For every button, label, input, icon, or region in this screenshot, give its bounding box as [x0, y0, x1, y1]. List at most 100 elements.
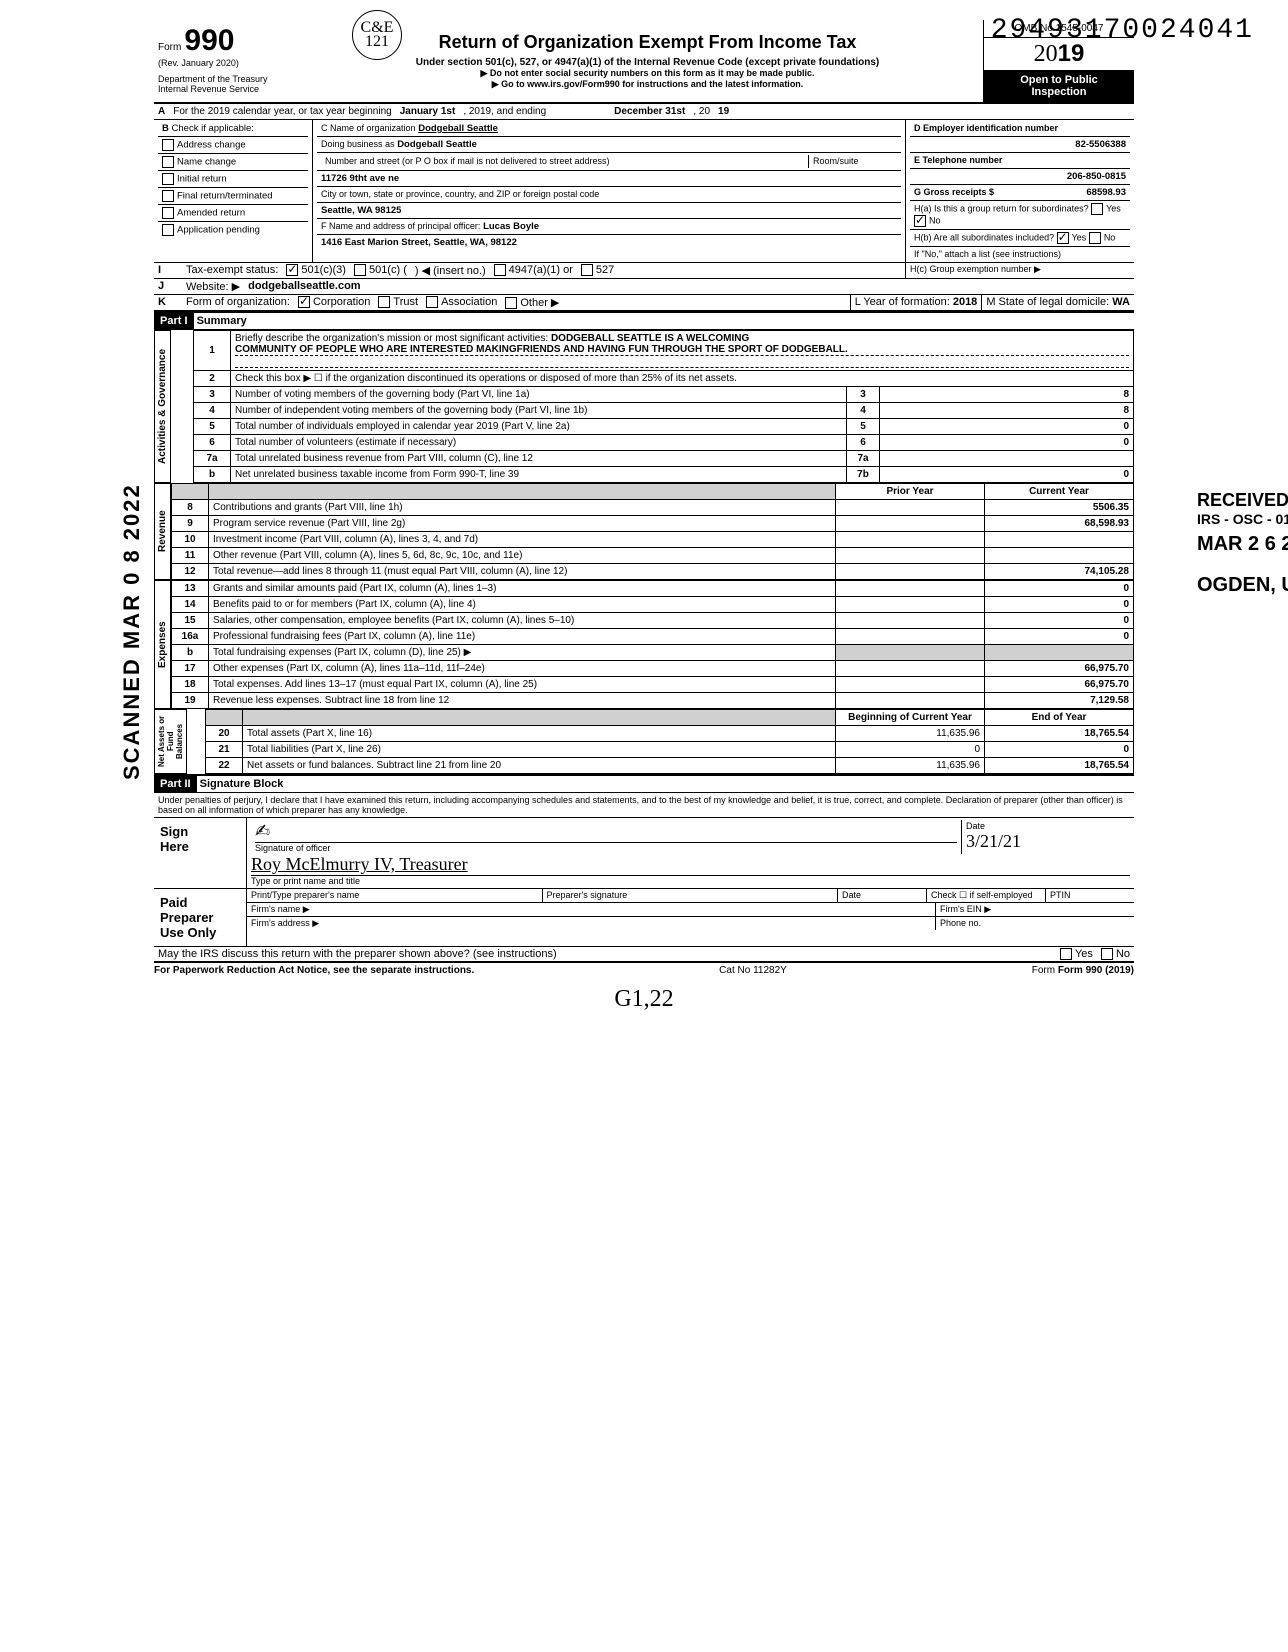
n: 19: [172, 693, 209, 709]
t: Total unrelated business revenue from Pa…: [231, 451, 847, 467]
chk-init: Initial return: [177, 174, 227, 185]
net-row: 20Total assets (Part X, line 16)11,635.9…: [206, 726, 1134, 742]
insert-no: ) ◀ (insert no.): [411, 263, 490, 278]
open-to-public: Open to Public Inspection: [984, 70, 1134, 102]
c: 18,765.54: [985, 726, 1134, 742]
check-application-pending[interactable]: Application pending: [158, 222, 308, 238]
check-address-change[interactable]: Address change: [158, 137, 308, 154]
firm-ein-label: Firm's EIN ▶: [936, 903, 1134, 916]
handwritten-g122: G1,22: [154, 986, 1134, 1013]
prep-name-label: Print/Type preparer's name: [247, 889, 543, 902]
p: [836, 629, 985, 645]
b-check-label: Check if applicable:: [172, 123, 254, 134]
n: 6: [194, 435, 231, 451]
rev-row: 9Program service revenue (Part VIII, lin…: [172, 516, 1134, 532]
net-row: 22Net assets or fund balances. Subtract …: [206, 758, 1134, 774]
may-irs-row: May the IRS discuss this return with the…: [154, 947, 1134, 962]
sig-officer-label: Signature of officer: [255, 843, 957, 853]
form-header: Form 990 (Rev. January 2020) Department …: [154, 20, 1134, 104]
checkbox-icon[interactable]: [162, 224, 174, 236]
exp-row: bTotal fundraising expenses (Part IX, co…: [172, 645, 1134, 661]
gov-row: 6Total number of volunteers (estimate if…: [194, 435, 1134, 451]
checkbox-icon[interactable]: [162, 190, 174, 202]
check-initial-return[interactable]: Initial return: [158, 171, 308, 188]
checkbox-icon[interactable]: [1101, 948, 1113, 960]
p: [836, 500, 985, 516]
c: [985, 532, 1134, 548]
p: [836, 677, 985, 693]
header-middle: C&E 121 Return of Organization Exempt Fr…: [312, 20, 983, 102]
footer-form: Form 990 (2019): [1058, 965, 1134, 976]
c-label: C Name of organization: [321, 123, 416, 133]
exp-row: 15Salaries, other compensation, employee…: [172, 613, 1134, 629]
checkbox-checked-icon[interactable]: [298, 296, 310, 308]
c: 74,105.28: [985, 564, 1134, 580]
t: Total liabilities (Part X, line 26): [243, 742, 836, 758]
paid-preparer-block: Paid Preparer Use Only Print/Type prepar…: [154, 889, 1134, 947]
exp-row: 14Benefits paid to or for members (Part …: [172, 597, 1134, 613]
city-label: City or town, state or province, country…: [321, 189, 599, 199]
footer-right: Form Form 990 (2019): [1032, 965, 1134, 976]
n: 13: [172, 581, 209, 597]
org-other: Other ▶: [520, 297, 559, 309]
header-left: Form 990 (Rev. January 2020) Department …: [154, 20, 312, 102]
vlabel-governance: Activities & Governance: [154, 330, 171, 483]
checkbox-icon[interactable]: [162, 173, 174, 185]
n: 7a: [194, 451, 231, 467]
form-subtitle: Under section 501(c), 527, or 4947(a)(1)…: [316, 57, 979, 68]
prep-sig-label: Preparer's signature: [543, 889, 839, 902]
line-2-desc: Check this box ▶ ☐ if the organization d…: [231, 371, 1134, 387]
checkbox-icon[interactable]: [162, 139, 174, 151]
checkbox-icon[interactable]: [494, 264, 506, 276]
stamp-received: RECEIVED IN CORRES: [1197, 490, 1288, 511]
checkbox-icon[interactable]: [1060, 948, 1072, 960]
t: Contributions and grants (Part VIII, lin…: [209, 500, 836, 516]
org-corporation: Corporation: [313, 296, 370, 308]
checkbox-checked-icon[interactable]: [286, 264, 298, 276]
signature-cell: ✍︎ Signature of officer Date 3/21/21 Roy…: [246, 818, 1134, 888]
checkbox-icon[interactable]: [581, 264, 593, 276]
website-label: Website: ▶: [182, 279, 244, 294]
check-final-return[interactable]: Final return/terminated: [158, 188, 308, 205]
checkbox-icon[interactable]: [378, 296, 390, 308]
part-i-label: Part I: [154, 313, 194, 329]
city-value: Seattle, WA 98125: [317, 203, 901, 219]
tax-year-end: December 31st: [610, 104, 689, 119]
checkbox-icon[interactable]: [505, 297, 517, 309]
checkbox-checked-icon[interactable]: [914, 215, 926, 227]
form-of-org-label: Form of organization:: [182, 295, 294, 310]
part-i-netassets: Net Assets or Fund Balances Beginning of…: [154, 709, 1134, 774]
checkbox-icon[interactable]: [1091, 203, 1103, 215]
v: 0: [880, 419, 1134, 435]
checkbox-icon[interactable]: [162, 156, 174, 168]
paid-preparer-label: Paid Preparer Use Only: [154, 889, 246, 946]
checkbox-icon[interactable]: [1089, 232, 1101, 244]
p: 11,635.96: [836, 726, 985, 742]
exp-row: 18Total expenses. Add lines 13–17 (must …: [172, 677, 1134, 693]
part-ii-title: Signature Block: [200, 778, 284, 790]
hb-no: No: [1104, 232, 1116, 242]
ln: 6: [847, 435, 880, 451]
exp-row: 16aProfessional fundraising fees (Part I…: [172, 629, 1134, 645]
p: [836, 693, 985, 709]
checkbox-icon[interactable]: [354, 264, 366, 276]
hb-yes: Yes: [1072, 232, 1087, 242]
firm-phone-label: Phone no.: [936, 917, 1134, 930]
may-irs-yes: Yes: [1075, 948, 1093, 960]
check-name-change[interactable]: Name change: [158, 154, 308, 171]
checkbox-icon[interactable]: [162, 207, 174, 219]
prep-date-label: Date: [838, 889, 927, 902]
c: 0: [985, 629, 1134, 645]
sign-here-label: Sign Here: [154, 818, 246, 888]
t: Salaries, other compensation, employee b…: [209, 613, 836, 629]
p: [836, 548, 985, 564]
dept-irs: Internal Revenue Service: [158, 84, 308, 94]
n: 9: [172, 516, 209, 532]
checkbox-icon[interactable]: [426, 296, 438, 308]
ln: 5: [847, 419, 880, 435]
self-employed-check[interactable]: Check ☐ if self-employed: [927, 889, 1046, 902]
ln: 7b: [847, 467, 880, 483]
t: Total number of volunteers (estimate if …: [231, 435, 847, 451]
check-amended-return[interactable]: Amended return: [158, 205, 308, 222]
checkbox-checked-icon[interactable]: [1057, 232, 1069, 244]
